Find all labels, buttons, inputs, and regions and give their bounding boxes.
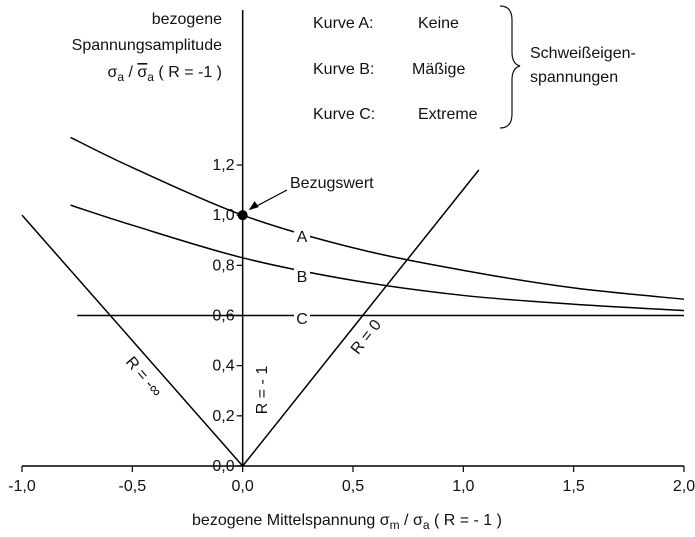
x-label-part: ( R = - 1 ) — [430, 512, 502, 529]
legend-label: Kurve C: — [313, 106, 375, 123]
annotation-arrowhead — [248, 201, 259, 211]
curve-label-bg — [294, 266, 310, 286]
x-tick-label: -0,5 — [119, 478, 147, 495]
y-label: Spannungsamplitude — [72, 37, 222, 54]
legend-label: Kurve B: — [313, 61, 374, 78]
curve — [21, 214, 244, 467]
curve — [70, 204, 685, 312]
curve-label: B — [297, 269, 308, 286]
line-label: R = 0 — [348, 317, 385, 358]
x-label-formula: bezogene Mittelspannung σm / σa ( R = - … — [192, 512, 502, 532]
x-label-part: a — [423, 518, 430, 532]
x-tick-label: 1,5 — [563, 478, 585, 495]
y-label-part: a — [117, 70, 124, 84]
y-label-part: a — [147, 70, 154, 84]
x-label-part: bezogene Mittelspannung σ — [192, 512, 390, 529]
curve-label: C — [296, 311, 308, 328]
curve-label-bg — [294, 308, 310, 328]
line-label: R = - 1 — [254, 366, 271, 415]
y-label: bezogene — [152, 11, 222, 28]
y-tick-label: 1,0 — [212, 207, 234, 224]
x-tick-label: 0,0 — [232, 478, 254, 495]
y-label-part: σ — [108, 64, 118, 81]
x-tick-label: -1,0 — [8, 478, 36, 495]
legend-text: Mäßige — [412, 61, 465, 78]
y-label-part: ( R = -1 ) — [154, 64, 222, 81]
brace — [499, 5, 521, 129]
reference-point — [237, 210, 248, 221]
curve — [70, 136, 685, 300]
x-label-part: / σ — [400, 512, 423, 529]
y-label-formula: σa / σa ( R = -1 ) — [108, 64, 222, 84]
x-tick-label: 2,0 — [673, 478, 695, 495]
brace-label: Schweißeigen- — [530, 45, 636, 62]
legend-label: Kurve A: — [313, 15, 373, 32]
y-tick-label: 0,0 — [212, 458, 234, 475]
curve — [242, 169, 480, 467]
legend-text: Keine — [418, 15, 459, 32]
legend-text: Extreme — [418, 106, 478, 123]
y-tick-label: 0,2 — [212, 408, 234, 425]
x-label-part: m — [390, 518, 400, 532]
line-label: R = -∞ — [122, 354, 165, 401]
y-label-part: σ — [137, 64, 147, 81]
y-label-part: / — [124, 64, 137, 81]
y-tick-label: 1,2 — [212, 157, 234, 174]
x-tick-label: 0,5 — [342, 478, 364, 495]
x-tick-label: 1,0 — [452, 478, 474, 495]
y-tick-label: 0,4 — [212, 358, 234, 375]
annotation: Bezugswert — [290, 175, 374, 192]
y-tick-label: 0,8 — [212, 257, 234, 274]
brace-label: spannungen — [530, 69, 618, 86]
curve-label-bg — [294, 226, 310, 246]
curve-label: A — [297, 229, 308, 246]
